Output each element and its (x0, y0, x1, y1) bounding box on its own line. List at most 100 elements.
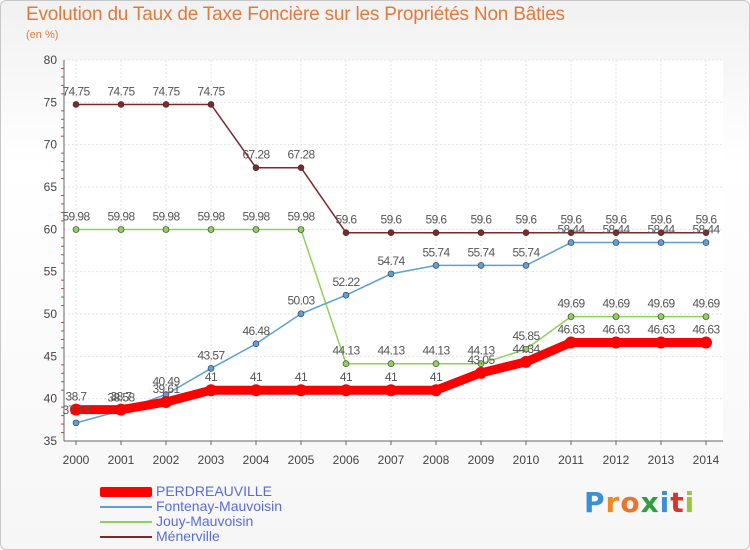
data-label-perdreauville: 38.7 (111, 390, 133, 404)
data-label-perdreauville: 39.61 (152, 382, 180, 396)
data-label-perdreauville: 46.63 (557, 323, 585, 337)
data-label-fontenay-mauvoisin: 58.44 (557, 223, 585, 237)
data-point-m-nerville (72, 101, 80, 108)
data-point-jouy-mauvoisin (252, 226, 260, 233)
data-label-fontenay-mauvoisin: 38.58 (107, 391, 135, 405)
data-point-jouy-mauvoisin (477, 360, 485, 367)
legend-label: Jouy-Mauvoisin (156, 513, 254, 529)
x-tick-label: 2005 (288, 453, 315, 467)
data-label-perdreauville: 43.05 (467, 353, 495, 367)
data-point-jouy-mauvoisin (207, 226, 215, 233)
data-label-m-nerville: 59.6 (381, 213, 403, 227)
data-point-m-nerville (162, 101, 170, 108)
data-point-jouy-mauvoisin (567, 313, 575, 320)
data-label-perdreauville: 41 (430, 370, 443, 384)
data-label-fontenay-mauvoisin: 58.44 (692, 223, 720, 237)
data-point-m-nerville (657, 229, 665, 237)
data-label-fontenay-mauvoisin: 40.49 (152, 375, 180, 389)
data-label-jouy-mauvoisin: 59.98 (242, 210, 270, 224)
data-point-jouy-mauvoisin (72, 226, 80, 233)
data-label-m-nerville: 59.6 (606, 213, 628, 227)
data-label-jouy-mauvoisin: 49.69 (692, 297, 720, 311)
data-point-fontenay-mauvoisin (522, 262, 530, 269)
data-label-fontenay-mauvoisin: 50.03 (287, 294, 315, 308)
data-label-fontenay-mauvoisin: 54.74 (377, 254, 405, 268)
data-point-jouy-mauvoisin (432, 360, 440, 367)
x-tick-label: 2006 (333, 453, 360, 467)
data-point-jouy-mauvoisin (117, 226, 125, 233)
data-label-fontenay-mauvoisin: 37.14 (62, 403, 90, 417)
y-tick-label: 55 (44, 265, 58, 279)
logo-letter: x (640, 486, 660, 519)
y-tick-label: 65 (44, 180, 58, 194)
logo-letter: r (605, 486, 621, 519)
y-tick-label: 40 (44, 392, 58, 406)
data-label-m-nerville: 59.6 (516, 213, 538, 227)
data-label-perdreauville: 41 (385, 370, 398, 384)
logo-letter: P (584, 486, 606, 519)
data-label-jouy-mauvoisin: 49.69 (602, 297, 630, 311)
data-label-perdreauville: 41 (250, 370, 263, 384)
logo-letter: i (684, 486, 696, 519)
data-label-m-nerville: 59.6 (696, 213, 718, 227)
legend-swatch (100, 535, 152, 538)
data-point-jouy-mauvoisin (297, 226, 305, 233)
y-tick-label: 70 (44, 138, 58, 152)
data-point-m-nerville (297, 164, 305, 171)
x-tick-label: 2009 (468, 453, 495, 467)
x-tick-label: 2000 (63, 453, 90, 467)
data-label-jouy-mauvoisin: 45.85 (512, 329, 540, 343)
legend-label: Fontenay-Mauvoisin (156, 498, 283, 514)
y-tick-label: 50 (44, 307, 58, 321)
data-label-jouy-mauvoisin: 59.98 (197, 210, 225, 224)
data-label-jouy-mauvoisin: 44.13 (377, 344, 405, 358)
data-label-m-nerville: 59.6 (426, 213, 448, 227)
data-label-fontenay-mauvoisin: 58.44 (647, 223, 675, 237)
data-label-m-nerville: 74.75 (62, 84, 90, 98)
data-label-fontenay-mauvoisin: 55.74 (467, 245, 495, 259)
data-point-perdreauville (295, 384, 307, 397)
y-tick-label: 60 (44, 222, 58, 236)
data-point-perdreauville (250, 384, 262, 397)
data-point-jouy-mauvoisin (657, 313, 665, 320)
data-label-fontenay-mauvoisin: 58.44 (602, 223, 630, 237)
data-point-fontenay-mauvoisin (612, 239, 620, 246)
data-point-fontenay-mauvoisin (702, 239, 710, 246)
x-tick-label: 2007 (378, 453, 405, 467)
y-axis-unit: (en %) (26, 29, 59, 41)
logo-letter: t (670, 486, 685, 519)
data-point-jouy-mauvoisin (387, 360, 395, 367)
data-label-perdreauville: 38.7 (66, 390, 88, 404)
data-point-jouy-mauvoisin (342, 360, 350, 367)
logo-letter: i (659, 486, 671, 519)
data-label-m-nerville: 74.75 (197, 84, 225, 98)
data-point-jouy-mauvoisin (162, 226, 170, 233)
data-point-m-nerville (702, 229, 710, 237)
data-label-m-nerville: 59.6 (561, 213, 583, 227)
y-tick-label: 75 (44, 95, 58, 109)
legend-swatch (100, 520, 152, 523)
data-label-jouy-mauvoisin: 59.98 (62, 210, 90, 224)
data-label-m-nerville: 74.75 (107, 84, 135, 98)
logo-letter: o (620, 486, 641, 519)
data-label-jouy-mauvoisin: 44.13 (332, 344, 360, 358)
data-label-fontenay-mauvoisin: 55.74 (512, 245, 540, 259)
x-tick-label: 2001 (108, 453, 135, 467)
data-label-perdreauville: 41 (295, 370, 308, 384)
data-label-fontenay-mauvoisin: 52.22 (332, 275, 360, 289)
legend-item: Ménerville (100, 529, 282, 544)
plot-area (64, 60, 723, 441)
data-point-perdreauville (700, 336, 712, 349)
legend-label: PERDREAUVILLE (156, 483, 272, 499)
chart-title: Evolution du Taux de Taxe Foncière sur l… (26, 4, 565, 25)
data-point-perdreauville (610, 336, 622, 349)
data-label-perdreauville: 46.63 (647, 323, 675, 337)
data-label-m-nerville: 67.28 (287, 148, 315, 162)
data-label-perdreauville: 41 (205, 370, 218, 384)
y-tick-label: 35 (44, 434, 58, 448)
data-point-m-nerville (342, 229, 350, 237)
data-point-perdreauville (475, 366, 487, 379)
data-point-fontenay-mauvoisin (207, 365, 215, 372)
data-label-m-nerville: 59.6 (336, 213, 358, 227)
